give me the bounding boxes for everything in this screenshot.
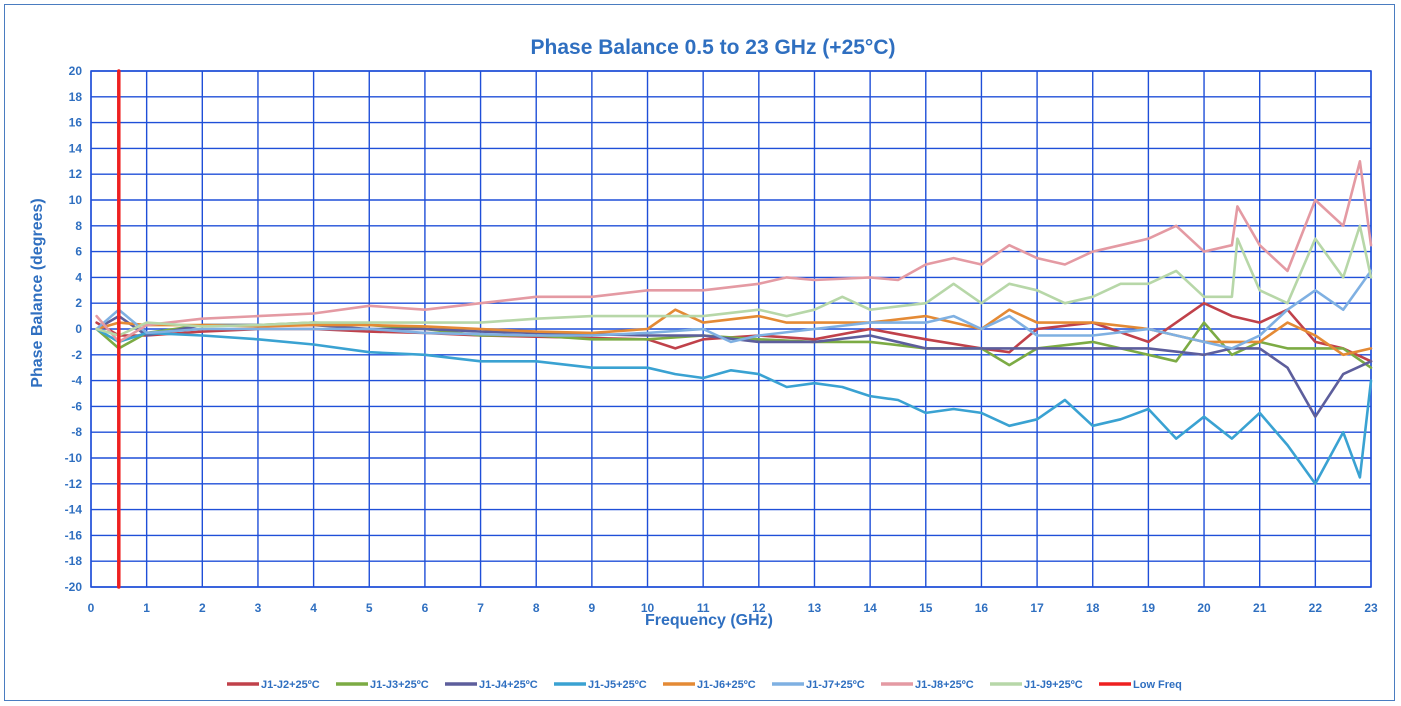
x-tick-label: 4 <box>310 601 317 615</box>
legend: J1-J2+25ºC J1-J3+25ºC J1-J4+25ºC J1-J5+25ºC… <box>227 679 1182 691</box>
y-axis-title: Phase Balance (degrees) <box>29 198 46 387</box>
y-tick-label: -2 <box>71 348 82 362</box>
x-tick-label: 19 <box>1142 601 1156 615</box>
x-tick-label: 20 <box>1197 601 1211 615</box>
chart-title: Phase Balance 0.5 to 23 GHz (+25°C) <box>531 36 896 59</box>
x-tick-label: 15 <box>919 601 933 615</box>
y-tick-label: 10 <box>69 193 83 207</box>
y-tick-label: 16 <box>69 116 83 130</box>
y-tick-label: -16 <box>65 528 83 542</box>
y-tick-label: 2 <box>75 296 82 310</box>
y-tick-label: -18 <box>65 554 83 568</box>
y-tick-label: 18 <box>69 90 83 104</box>
legend-label: J1-J3+25ºC <box>370 679 429 691</box>
x-tick-label: 6 <box>422 601 429 615</box>
series-layer <box>95 69 1373 589</box>
x-tick-label: 7 <box>477 601 484 615</box>
x-tick-label: 22 <box>1309 601 1323 615</box>
y-tick-label: 20 <box>69 64 83 78</box>
x-tick-label: 9 <box>589 601 596 615</box>
y-tick-label: -6 <box>71 399 82 413</box>
grid-lines <box>90 70 1372 588</box>
x-tick-label: 23 <box>1364 601 1378 615</box>
legend-label: J1-J8+25ºC <box>915 679 974 691</box>
x-tick-label: 10 <box>641 601 655 615</box>
series-line <box>95 224 1373 337</box>
legend-label: J1-J6+25ºC <box>697 679 756 691</box>
x-tick-label: 18 <box>1086 601 1100 615</box>
y-tick-label: -10 <box>65 451 83 465</box>
y-tick-label: 14 <box>69 141 83 155</box>
series-line <box>95 327 1373 486</box>
x-axis-title: Frequency (GHz) <box>645 612 773 629</box>
x-tick-label: 21 <box>1253 601 1267 615</box>
legend-label: J1-J2+25ºC <box>261 679 320 691</box>
y-tick-label: -20 <box>65 580 83 594</box>
x-tick-label: 8 <box>533 601 540 615</box>
y-tick-label: 4 <box>75 270 82 284</box>
x-tick-label: 5 <box>366 601 373 615</box>
y-tick-label: -8 <box>71 425 82 439</box>
y-tick-label: 6 <box>75 245 82 259</box>
x-tick-label: 13 <box>808 601 822 615</box>
y-tick-label: -4 <box>71 374 82 388</box>
x-tick-label: 1 <box>143 601 150 615</box>
x-tick-label: 16 <box>975 601 989 615</box>
series-line <box>95 308 1373 357</box>
x-tick-label: 3 <box>255 601 262 615</box>
y-tick-label: 0 <box>75 322 82 336</box>
legend-label: J1-J7+25ºC <box>806 679 865 691</box>
series-line <box>95 160 1373 344</box>
y-tick-label: -14 <box>65 503 83 517</box>
x-tick-label: 12 <box>752 601 766 615</box>
legend-label: J1-J4+25ºC <box>479 679 538 691</box>
legend-label: J1-J5+25ºC <box>588 679 647 691</box>
x-tick-label: 2 <box>199 601 206 615</box>
y-tick-label: 12 <box>69 167 83 181</box>
x-tick-label: 11 <box>697 601 710 615</box>
y-tick-label: 8 <box>75 219 82 233</box>
x-tick-label: 0 <box>88 601 95 615</box>
x-tick-label: 17 <box>1030 601 1044 615</box>
legend-label: J1-J9+25ºC <box>1024 679 1083 691</box>
legend-label: Low Freq <box>1133 679 1182 691</box>
y-tick-label: -12 <box>65 477 83 491</box>
series-line <box>95 269 1373 350</box>
x-tick-label: 14 <box>863 601 877 615</box>
tick-labels: 0 1 2 3 4 5 6 7 8 9 10 11 12 13 14 15 16 17 18 19 20 21 22 23-2… <box>65 64 1378 615</box>
